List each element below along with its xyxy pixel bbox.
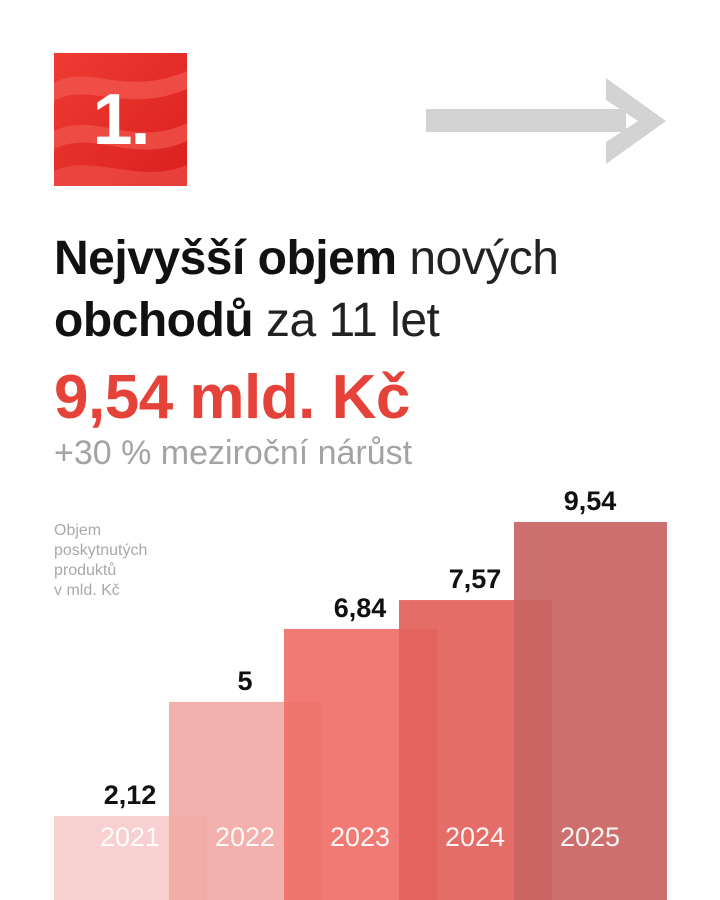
x-tick-label: 2022 [215,822,275,852]
data-label: 2,12 [104,780,157,810]
caption-line: v mld. Kč [54,582,120,599]
caption-line: produktů [54,562,117,579]
badge-wave-icon [54,53,187,186]
headline-bold-2: obchodů [54,294,254,347]
caption-line: poskytnutých [54,542,148,559]
highlight-value: 9,54 mld. Kč [54,363,410,432]
growth-text: +30 % meziroční nárůst [54,434,413,472]
headline-bold-1: Nejvyšší objem [54,232,397,285]
bar-chart: 2,12 5 6,84 7,57 9,54 2021 2022 2023 2024 2025 [54,486,667,900]
data-label: 7,57 [449,564,502,594]
arrow-right-icon [426,78,666,164]
data-label: 5 [237,666,252,696]
x-tick-label: 2021 [100,822,160,852]
bar-2025 [514,522,667,900]
x-tick-label: 2025 [560,822,620,852]
data-label: 6,84 [334,593,387,623]
caption-line: Objem [54,522,102,539]
x-tick-label: 2024 [445,822,505,852]
chart-caption: Objem poskytnutých produktů v mld. Kč [54,521,214,601]
headline-light-1: nových [409,232,559,285]
headline: Nejvyšší objem nových obchodů za 11 let [54,228,694,352]
headline-line-1: Nejvyšší objem nových [54,228,694,290]
headline-line-2: obchodů za 11 let [54,290,694,352]
x-tick-label: 2023 [330,822,390,852]
headline-light-2: za 11 let [265,294,440,347]
rank-badge: 1. [54,53,187,186]
data-label: 9,54 [564,486,617,516]
badge-number: 1. [92,79,150,160]
